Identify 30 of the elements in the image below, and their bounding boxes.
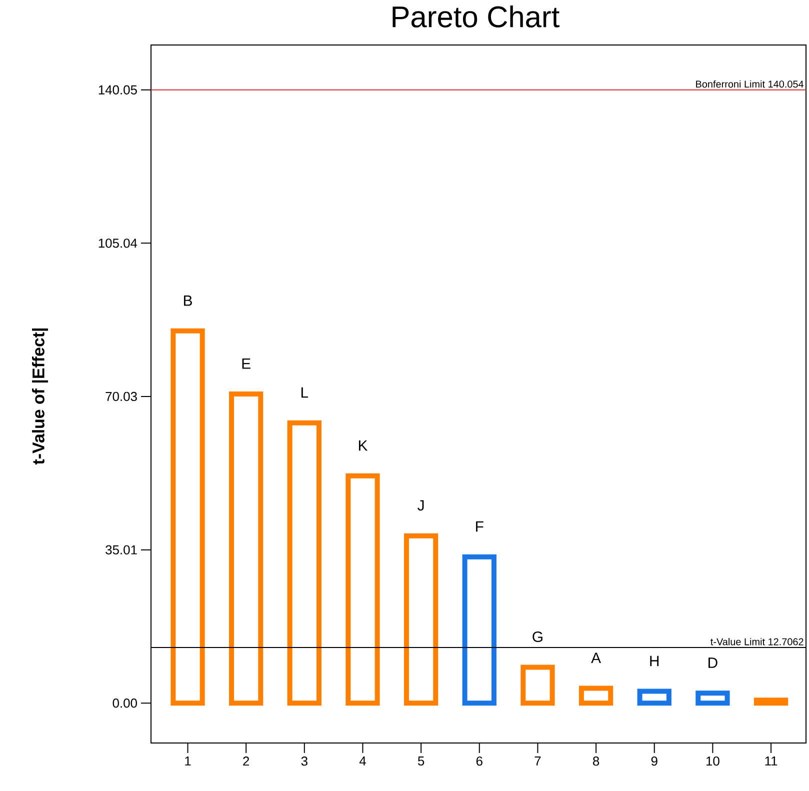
x-tick-label: 3 (301, 756, 308, 766)
x-tick-label: 6 (476, 756, 482, 766)
x-tick-label: 2 (243, 756, 250, 766)
x-tick-label: 11 (765, 756, 778, 766)
y-tick-label: 105.04 (98, 238, 138, 248)
y-axis-title: t-Value of |Effect| (32, 328, 48, 465)
annotation: D (708, 658, 718, 668)
y-tick-label: 70.03 (106, 392, 137, 402)
annotation: K (358, 440, 368, 451)
ref-line-label: Bonferroni Limit 140.054 (696, 80, 804, 88)
x-tick-label: 8 (593, 756, 600, 766)
y-tick-label: 0.00 (112, 698, 137, 708)
x-tick-label: 7 (534, 756, 541, 766)
y-tick-label: 140.05 (98, 85, 137, 94)
annotation: F (476, 521, 484, 532)
y-tick-label: 35.01 (106, 545, 137, 554)
annotation: A (591, 652, 601, 664)
x-tick-label: 4 (359, 756, 366, 766)
annotation: J (418, 500, 424, 511)
x-tick-label: 9 (651, 756, 658, 766)
chart-title: Pareto Chart (392, 6, 560, 28)
x-tick-label: 10 (706, 756, 720, 766)
annotation: G (532, 631, 542, 642)
x-tick-label: 5 (418, 756, 424, 766)
x-tick-label: 1 (185, 756, 191, 766)
annotation: B (184, 295, 192, 306)
annotation: H (650, 656, 659, 666)
annotation: L (301, 387, 308, 398)
ref-line-label: t-Value Limit 12.7062 (710, 638, 804, 646)
annotation: E (242, 358, 250, 369)
